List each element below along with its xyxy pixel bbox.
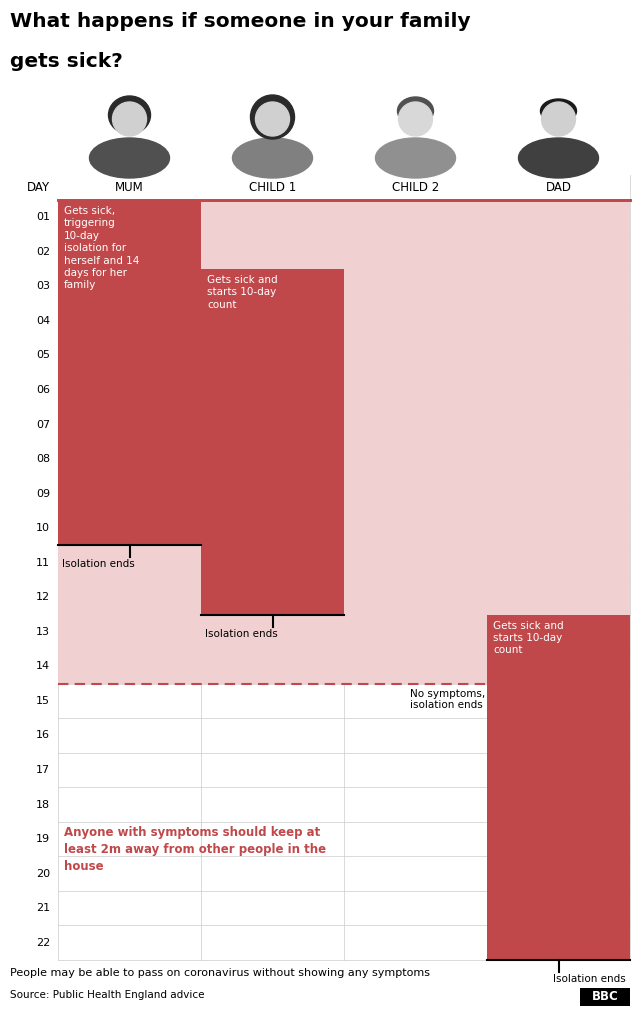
Bar (344, 200, 487, 683)
Text: 06: 06 (36, 385, 50, 395)
Text: MUM: MUM (115, 181, 144, 194)
Text: What happens if someone in your family: What happens if someone in your family (10, 12, 470, 31)
Text: Source: Public Health England advice: Source: Public Health England advice (10, 990, 205, 1000)
Ellipse shape (399, 102, 433, 136)
Text: 01: 01 (36, 213, 50, 222)
Ellipse shape (397, 97, 433, 125)
Text: DAD: DAD (545, 181, 572, 194)
Text: 11: 11 (36, 557, 50, 568)
Text: 13: 13 (36, 626, 50, 637)
Text: 18: 18 (36, 800, 50, 809)
Text: People may be able to pass on coronavirus without showing any symptoms: People may be able to pass on coronaviru… (10, 968, 430, 978)
Ellipse shape (541, 99, 577, 123)
Text: Isolation ends: Isolation ends (205, 628, 278, 639)
Text: Anyone with symptoms should keep at
least 2m away from other people in the
house: Anyone with symptoms should keep at leas… (64, 826, 326, 873)
Text: 03: 03 (36, 282, 50, 291)
Text: Gets sick and
starts 10-day
count: Gets sick and starts 10-day count (493, 620, 564, 655)
Text: 09: 09 (36, 488, 50, 498)
Ellipse shape (113, 102, 147, 136)
Text: 19: 19 (36, 834, 50, 844)
Bar (487, 200, 630, 683)
Text: 04: 04 (36, 316, 50, 326)
Text: 05: 05 (36, 351, 50, 360)
Text: Isolation ends: Isolation ends (553, 974, 626, 983)
Bar (580, 988, 630, 1006)
Text: 22: 22 (36, 938, 50, 947)
Bar (58, 200, 201, 546)
Text: CHILD 1: CHILD 1 (249, 181, 296, 194)
Bar (487, 614, 630, 960)
Text: gets sick?: gets sick? (10, 52, 123, 71)
Text: DAY: DAY (27, 181, 50, 194)
Text: 02: 02 (36, 247, 50, 257)
Text: BBC: BBC (591, 991, 618, 1003)
Ellipse shape (90, 138, 170, 178)
Bar (58, 175, 630, 200)
Text: 21: 21 (36, 903, 50, 913)
Text: 10: 10 (36, 523, 50, 534)
Text: 12: 12 (36, 592, 50, 603)
Text: 16: 16 (36, 731, 50, 740)
Ellipse shape (232, 138, 312, 178)
Ellipse shape (255, 102, 289, 136)
Text: 08: 08 (36, 454, 50, 464)
Ellipse shape (109, 96, 150, 134)
Text: 20: 20 (36, 869, 50, 878)
Text: 07: 07 (36, 420, 50, 429)
Ellipse shape (518, 138, 598, 178)
Ellipse shape (541, 102, 575, 136)
Text: 15: 15 (36, 696, 50, 706)
Text: Isolation ends: Isolation ends (62, 559, 135, 570)
Bar (201, 269, 344, 614)
Text: Gets sick,
triggering
10-day
isolation for
herself and 14
days for her
family: Gets sick, triggering 10-day isolation f… (64, 206, 140, 290)
Bar (58, 200, 201, 683)
Ellipse shape (376, 138, 456, 178)
Text: Gets sick and
starts 10-day
count: Gets sick and starts 10-day count (207, 276, 278, 310)
Text: 17: 17 (36, 765, 50, 775)
Bar (201, 200, 344, 683)
Text: No symptoms,
isolation ends: No symptoms, isolation ends (410, 688, 486, 710)
Text: 14: 14 (36, 662, 50, 672)
Text: CHILD 2: CHILD 2 (392, 181, 439, 194)
Ellipse shape (250, 95, 294, 139)
